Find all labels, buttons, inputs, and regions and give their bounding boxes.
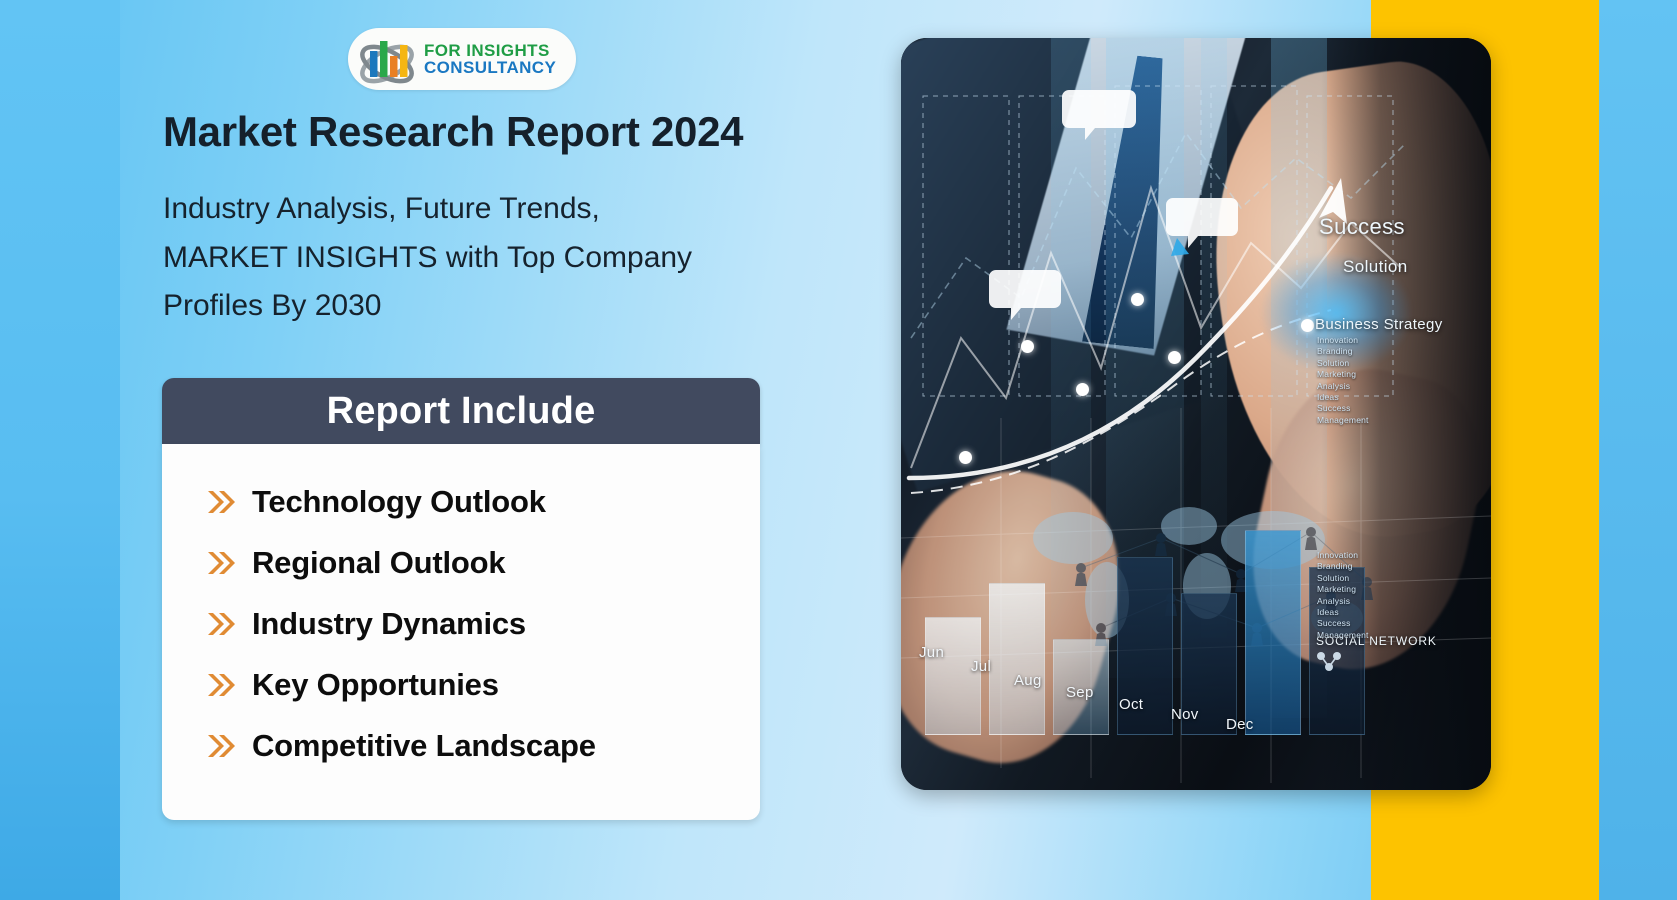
subtitle-line-2: MARKET INSIGHTS with Top Company (163, 240, 693, 274)
bar-chart-globe-logo-icon (356, 32, 418, 86)
page-title: Market Research Report 2024 (163, 108, 744, 155)
list-item[interactable]: Industry Dynamics (204, 606, 760, 642)
photo-right-shadow (1321, 38, 1491, 790)
report-include-header: Report Include (162, 378, 760, 444)
logo-line-1: FOR INSIGHTS (424, 40, 550, 60)
list-item[interactable]: Technology Outlook (204, 484, 760, 520)
list-item-label: Technology Outlook (252, 484, 546, 519)
logo-line-2: CONSULTANCY (424, 58, 557, 77)
hero-photo: Success Solution Business Strategy SOCIA… (901, 38, 1491, 790)
report-include-list: Technology Outlook Regional Outlook Indu… (162, 444, 760, 820)
double-chevron-icon (204, 607, 238, 641)
list-item[interactable]: Key Opportunies (204, 667, 760, 703)
left-blue-edge (0, 0, 120, 900)
double-chevron-icon (204, 668, 238, 702)
double-chevron-icon (204, 485, 238, 519)
list-item[interactable]: Regional Outlook (204, 545, 760, 581)
list-item-label: Competitive Landscape (252, 728, 596, 763)
list-item-label: Key Opportunies (252, 667, 499, 702)
brand-logo[interactable]: FOR INSIGHTS CONSULTANCY (348, 28, 576, 90)
page-subtitle: Industry Analysis, Future Trends, MARKET… (163, 185, 893, 331)
list-item-label: Regional Outlook (252, 545, 506, 580)
double-chevron-icon (204, 729, 238, 763)
list-item-label: Industry Dynamics (252, 606, 526, 641)
subtitle-line-1: Industry Analysis, Future Trends, (163, 192, 600, 225)
right-blue-edge (1599, 0, 1677, 900)
double-chevron-icon (204, 546, 238, 580)
subtitle-line-3: Profiles By 2030 (163, 289, 382, 323)
report-include-title: Report Include (326, 389, 596, 432)
list-item[interactable]: Competitive Landscape (204, 728, 760, 764)
